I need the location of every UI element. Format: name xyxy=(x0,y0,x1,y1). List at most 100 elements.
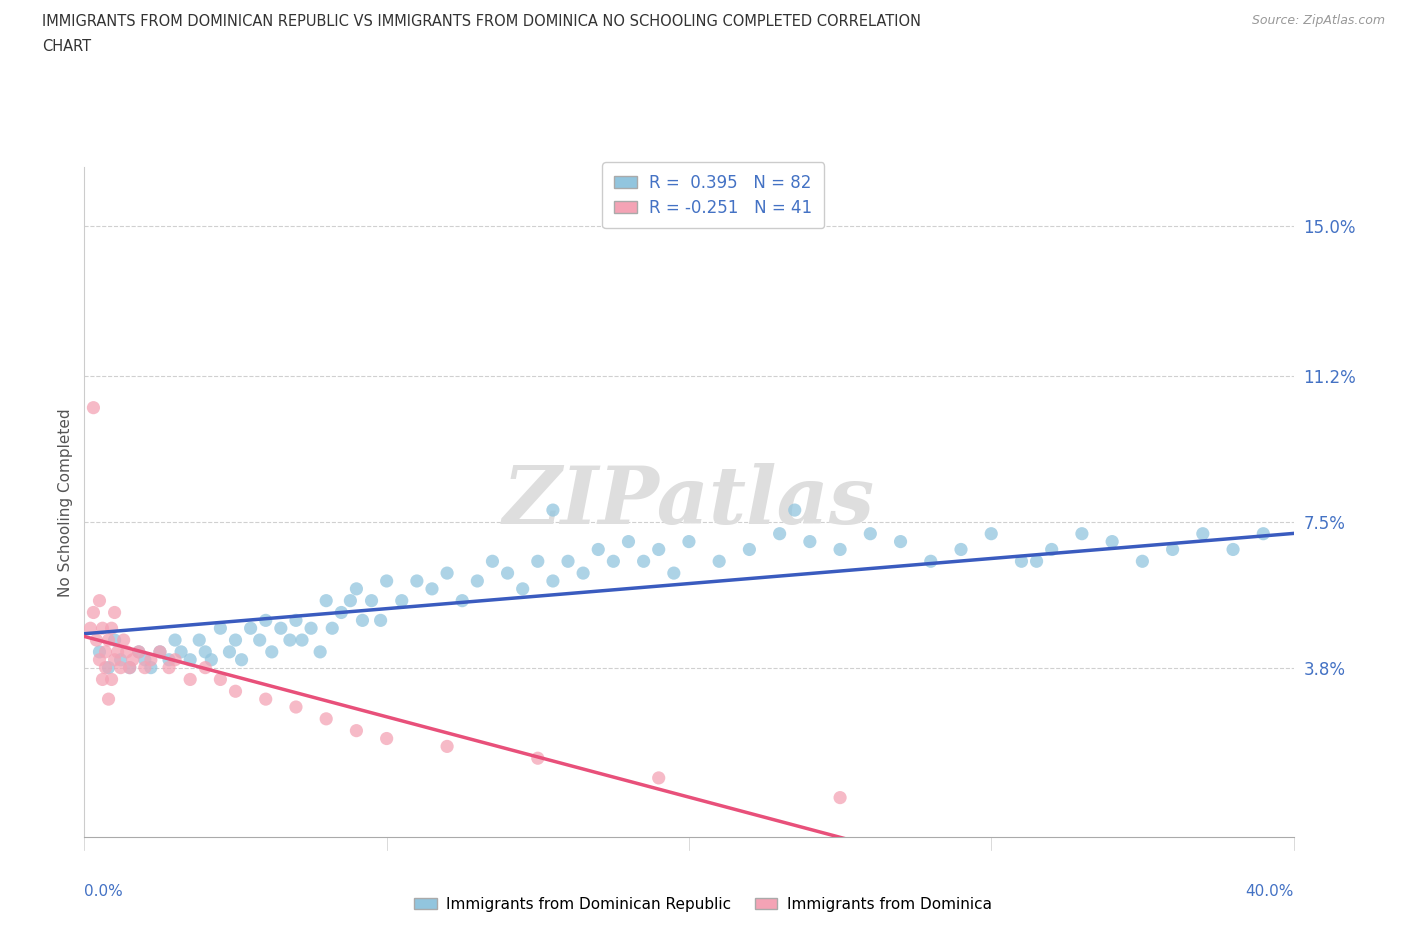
Point xyxy=(218,644,240,659)
Point xyxy=(194,644,217,659)
Point xyxy=(100,672,122,687)
Point xyxy=(375,731,398,746)
Point xyxy=(110,652,132,667)
Point xyxy=(352,613,374,628)
Y-axis label: No Schooling Completed: No Schooling Completed xyxy=(58,408,73,596)
Point xyxy=(315,711,337,726)
Point xyxy=(107,644,129,659)
Point xyxy=(284,699,308,714)
Point xyxy=(163,652,186,667)
Point xyxy=(94,660,117,675)
Point xyxy=(82,400,104,415)
Point xyxy=(118,660,141,675)
Point xyxy=(134,660,156,675)
Point xyxy=(678,534,700,549)
Point xyxy=(557,554,579,569)
Point xyxy=(179,652,201,667)
Point xyxy=(830,542,852,557)
Point xyxy=(254,692,277,707)
Point xyxy=(1222,542,1244,557)
Point xyxy=(346,724,368,738)
Point xyxy=(82,605,104,620)
Point xyxy=(769,526,792,541)
Point xyxy=(1251,526,1274,541)
Point xyxy=(602,554,624,569)
Point xyxy=(512,581,534,596)
Point xyxy=(163,632,186,647)
Text: 0.0%: 0.0% xyxy=(84,884,124,899)
Point xyxy=(633,554,655,569)
Point xyxy=(830,790,852,805)
Point xyxy=(375,574,398,589)
Point xyxy=(91,672,114,687)
Point xyxy=(920,554,942,569)
Point xyxy=(526,751,548,765)
Point xyxy=(225,684,247,698)
Point xyxy=(321,621,343,636)
Point xyxy=(139,652,162,667)
Point xyxy=(270,621,292,636)
Point xyxy=(950,542,973,557)
Text: 40.0%: 40.0% xyxy=(1246,884,1294,899)
Point xyxy=(139,660,162,675)
Point xyxy=(94,644,117,659)
Point xyxy=(104,632,127,647)
Point xyxy=(309,644,332,659)
Point xyxy=(1040,542,1063,557)
Point xyxy=(783,502,806,517)
Point xyxy=(231,652,253,667)
Point xyxy=(89,644,111,659)
Point xyxy=(346,581,368,596)
Point xyxy=(97,660,120,675)
Point xyxy=(1191,526,1213,541)
Point xyxy=(260,644,283,659)
Point xyxy=(188,632,211,647)
Point xyxy=(100,621,122,636)
Point xyxy=(249,632,271,647)
Point xyxy=(662,565,685,580)
Point xyxy=(1025,554,1047,569)
Point xyxy=(370,613,392,628)
Point xyxy=(588,542,610,557)
Point xyxy=(194,660,217,675)
Point xyxy=(89,652,111,667)
Point xyxy=(128,644,150,659)
Point xyxy=(360,593,382,608)
Point xyxy=(89,593,111,608)
Point xyxy=(97,692,120,707)
Point xyxy=(339,593,361,608)
Point xyxy=(128,644,150,659)
Point xyxy=(149,644,172,659)
Point xyxy=(291,632,314,647)
Legend: Immigrants from Dominican Republic, Immigrants from Dominica: Immigrants from Dominican Republic, Immi… xyxy=(408,891,998,918)
Point xyxy=(86,632,108,647)
Point xyxy=(647,542,671,557)
Point xyxy=(420,581,443,596)
Point xyxy=(97,632,120,647)
Point xyxy=(225,632,247,647)
Point xyxy=(157,652,180,667)
Point xyxy=(481,554,503,569)
Point xyxy=(496,565,519,580)
Point xyxy=(104,652,127,667)
Point xyxy=(200,652,222,667)
Point xyxy=(115,644,138,659)
Point xyxy=(170,644,193,659)
Text: Source: ZipAtlas.com: Source: ZipAtlas.com xyxy=(1251,14,1385,27)
Point xyxy=(315,593,337,608)
Point xyxy=(79,621,101,636)
Point xyxy=(436,565,458,580)
Point xyxy=(526,554,548,569)
Point xyxy=(104,605,127,620)
Point xyxy=(110,660,132,675)
Point xyxy=(467,574,489,589)
Point xyxy=(1071,526,1094,541)
Point xyxy=(134,652,156,667)
Point xyxy=(299,621,322,636)
Point xyxy=(330,605,353,620)
Point xyxy=(980,526,1002,541)
Text: IMMIGRANTS FROM DOMINICAN REPUBLIC VS IMMIGRANTS FROM DOMINICA NO SCHOOLING COMP: IMMIGRANTS FROM DOMINICAN REPUBLIC VS IM… xyxy=(42,14,921,29)
Text: CHART: CHART xyxy=(42,39,91,54)
Point xyxy=(209,621,232,636)
Point xyxy=(406,574,429,589)
